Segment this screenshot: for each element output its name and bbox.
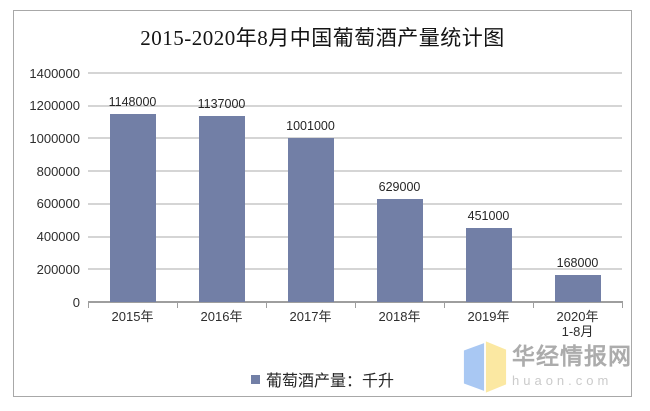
x-axis-tick (622, 303, 623, 308)
y-axis-tick-label: 1200000 (29, 98, 80, 114)
x-axis-tick (88, 303, 89, 308)
watermark-text: 华经情报网 huaon.com (512, 340, 632, 388)
bar (465, 228, 512, 302)
bar-value-label: 1148000 (108, 95, 157, 110)
y-axis-tick-label: 0 (72, 294, 80, 310)
gridline (88, 137, 622, 140)
x-axis-tick (266, 303, 267, 308)
bar (287, 138, 334, 302)
legend-label: 葡萄酒产量：千升 (265, 373, 394, 390)
watermark-site-domain: huaon.com (512, 372, 613, 388)
y-axis-tick-label: 200000 (36, 261, 80, 277)
y-axis-tick-label: 1400000 (29, 65, 80, 81)
gridline (88, 170, 622, 173)
x-axis-category-label: 2016年 (200, 309, 243, 324)
legend: 葡萄酒产量：千升 (13, 367, 632, 391)
x-axis-tick (177, 303, 178, 308)
x-axis-tick (444, 303, 445, 308)
x-axis-category-label: 2020年 1-8月 (556, 309, 599, 339)
gridline (88, 235, 622, 238)
watermark-site-name: 华经情报网 (512, 343, 632, 369)
bar-value-label: 1137000 (197, 97, 246, 112)
y-axis-tick-label: 1000000 (29, 130, 80, 146)
gridline (88, 104, 622, 107)
y-axis-tick-label: 400000 (36, 229, 80, 245)
x-axis-category-label: 2015年 (111, 309, 154, 324)
x-axis-line (88, 301, 623, 303)
bar-value-label: 168000 (556, 255, 599, 270)
gridline (88, 72, 622, 74)
bar (198, 116, 245, 302)
x-axis-category-label: 2019年 (467, 309, 510, 324)
bar (554, 274, 601, 302)
y-axis-tick-label: 800000 (36, 163, 80, 179)
bar-value-label: 629000 (378, 180, 421, 195)
y-axis-tick-label: 600000 (36, 196, 80, 212)
x-axis-tick (533, 303, 534, 308)
bar (109, 114, 156, 302)
bar (376, 199, 423, 302)
huaon-logo-icon (463, 341, 507, 393)
x-axis-category-label: 2018年 (378, 309, 421, 324)
gridline (88, 268, 622, 271)
x-axis-tick (355, 303, 356, 308)
x-axis-category-label: 2017年 (289, 309, 332, 324)
watermark: 华经情报网 huaon.com (463, 340, 632, 394)
bar-value-label: 1001000 (286, 119, 335, 134)
legend-marker-square (250, 374, 260, 384)
gridline (88, 202, 622, 205)
bar-value-label: 451000 (467, 209, 510, 224)
chart-title: 2015-2020年8月中国葡萄酒产量统计图 (140, 26, 505, 50)
